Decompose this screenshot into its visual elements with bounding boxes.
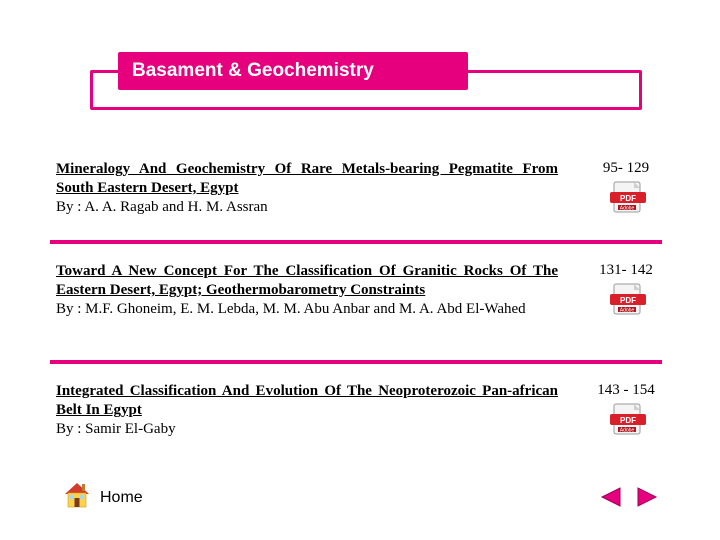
prev-arrow-icon[interactable] <box>598 485 624 514</box>
pdf-icon[interactable]: PDF Adobe <box>610 282 646 316</box>
entry-body: Integrated Classification And Evolution … <box>56 382 558 438</box>
svg-text:PDF: PDF <box>620 296 636 305</box>
entry-byline: By : M.F. Ghoneim, E. M. Lebda, M. M. Ab… <box>56 301 526 317</box>
svg-text:PDF: PDF <box>620 194 636 203</box>
pdf-icon[interactable]: PDF Adobe <box>610 402 646 436</box>
entry-pages: 143 - 154 <box>576 382 676 399</box>
entry-title-link[interactable]: Integrated Classification And Evolution … <box>56 383 558 418</box>
entry-2: Toward A New Concept For The Classificat… <box>56 262 676 318</box>
entry-byline: By : Samir El-Gaby <box>56 421 176 437</box>
entry-byline: By : A. A. Ragab and H. M. Assran <box>56 199 268 215</box>
section-title: Basament & Geochemistry <box>132 60 374 82</box>
home-icon <box>62 481 92 514</box>
svg-text:PDF: PDF <box>620 416 636 425</box>
next-arrow-icon[interactable] <box>634 485 660 514</box>
entry-title-link[interactable]: Toward A New Concept For The Classificat… <box>56 263 558 298</box>
svg-text:Adobe: Adobe <box>620 206 635 212</box>
entry-body: Mineralogy And Geochemistry Of Rare Meta… <box>56 160 558 216</box>
entry-pages: 95- 129 <box>576 160 676 177</box>
divider <box>50 360 662 364</box>
home-label: Home <box>100 489 143 507</box>
nav-arrows <box>598 485 660 514</box>
svg-text:Adobe: Adobe <box>620 308 635 314</box>
entry-title-link[interactable]: Mineralogy And Geochemistry Of Rare Meta… <box>56 161 558 196</box>
pdf-icon[interactable]: PDF Adobe <box>610 180 646 214</box>
entry-1: Mineralogy And Geochemistry Of Rare Meta… <box>56 160 676 216</box>
entry-3: Integrated Classification And Evolution … <box>56 382 676 438</box>
section-header: Basament & Geochemistry <box>118 52 468 90</box>
svg-text:Adobe: Adobe <box>620 428 635 434</box>
home-button[interactable]: Home <box>62 481 143 514</box>
entry-body: Toward A New Concept For The Classificat… <box>56 262 558 318</box>
entry-pages: 131- 142 <box>576 262 676 279</box>
divider <box>50 240 662 244</box>
